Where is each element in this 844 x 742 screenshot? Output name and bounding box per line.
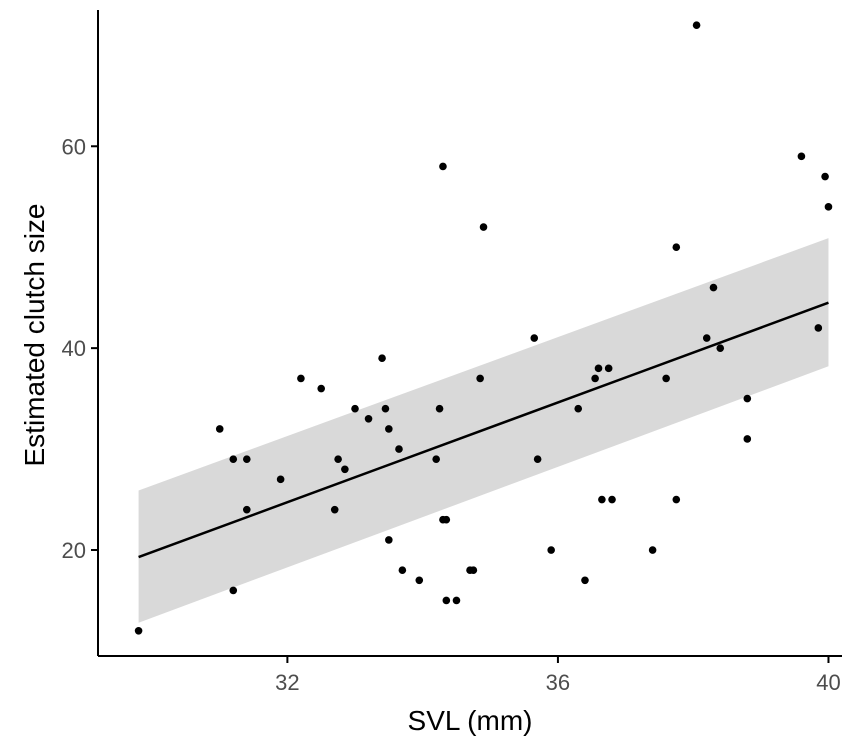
data-point	[581, 576, 589, 585]
y-axis-title: Estimated clutch size	[19, 204, 50, 467]
data-point	[594, 364, 603, 373]
data-point	[442, 515, 451, 524]
data-point	[364, 414, 373, 423]
fit-line	[138, 301, 829, 559]
data-point	[814, 324, 823, 332]
data-point	[381, 404, 390, 413]
data-point	[672, 495, 681, 504]
data-point	[604, 364, 613, 373]
data-point	[574, 404, 583, 413]
plot-area	[134, 21, 833, 635]
y-tick-label: 60	[62, 134, 86, 159]
data-point	[317, 384, 326, 393]
data-point	[215, 425, 224, 433]
data-point	[530, 334, 539, 342]
data-point	[229, 455, 238, 463]
data-point	[743, 435, 752, 443]
x-tick-label: 36	[546, 670, 570, 695]
data-point	[648, 546, 657, 554]
data-point	[662, 374, 670, 383]
data-point	[398, 566, 407, 575]
y-tick-label: 40	[62, 336, 86, 361]
data-point	[469, 566, 478, 575]
data-point	[821, 172, 829, 181]
data-point	[692, 21, 701, 29]
data-point	[378, 354, 386, 363]
data-point	[330, 505, 339, 514]
axes: 32 36 40 20 40 60	[62, 10, 842, 695]
x-axis-title: SVL (mm)	[408, 705, 533, 736]
data-point	[243, 505, 251, 514]
x-tick-label: 40	[816, 670, 840, 695]
data-point	[334, 455, 342, 463]
data-point	[608, 495, 616, 504]
data-point	[547, 546, 555, 554]
data-point	[243, 455, 251, 463]
data-point	[452, 596, 461, 605]
data-point	[702, 334, 711, 342]
x-tick-label: 32	[275, 670, 299, 695]
data-point	[797, 152, 806, 161]
data-point	[598, 495, 606, 504]
data-point	[591, 374, 599, 383]
data-point	[395, 445, 403, 453]
data-point	[435, 404, 444, 413]
data-point	[134, 626, 143, 635]
data-point	[479, 223, 488, 231]
data-point	[351, 404, 359, 413]
data-point	[432, 455, 440, 463]
data-point	[743, 394, 752, 403]
data-point	[439, 162, 447, 171]
data-point	[533, 455, 542, 463]
data-point	[297, 374, 305, 383]
data-point	[442, 596, 451, 605]
data-point	[229, 586, 238, 595]
data-point	[276, 475, 285, 484]
y-tick-label: 20	[62, 538, 86, 563]
data-point	[385, 425, 393, 433]
data-point	[385, 536, 393, 544]
data-point	[709, 283, 718, 292]
data-point	[476, 374, 484, 383]
data-point	[415, 576, 424, 585]
data-point	[824, 203, 833, 211]
data-point	[341, 465, 349, 474]
data-point	[716, 344, 725, 352]
data-point	[672, 243, 681, 252]
